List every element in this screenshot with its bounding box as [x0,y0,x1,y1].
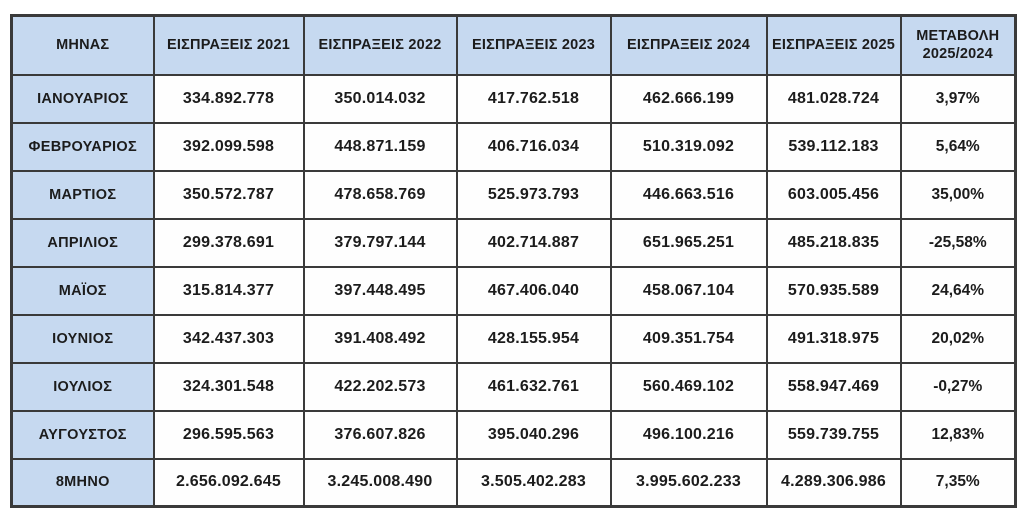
column-header-2025: ΕΙΣΠΡΑΞΕΙΣ 2025 [765,14,902,76]
value-cell: 2.656.092.645 [152,457,305,508]
value-cell: 350.014.032 [302,73,458,124]
value-cell: 462.666.199 [609,73,768,124]
value-cell: 510.319.092 [609,121,768,172]
value-cell: 525.973.793 [455,169,612,220]
value-cell: 3.995.602.233 [609,457,768,508]
column-header-2023: ΕΙΣΠΡΑΞΕΙΣ 2023 [455,14,612,76]
value-cell: 651.965.251 [609,217,768,268]
row-label: ΙΟΥΛΙΟΣ [10,361,155,412]
value-cell: 391.408.492 [302,313,458,364]
value-cell: 334.892.778 [152,73,305,124]
change-cell: 3,97% [899,73,1017,124]
value-cell: 560.469.102 [609,361,768,412]
collections-table: ΜΗΝΑΣ ΕΙΣΠΡΑΞΕΙΣ 2021 ΕΙΣΠΡΑΞΕΙΣ 2022 ΕΙ… [10,14,1017,508]
row-label: ΙΟΥΝΙΟΣ [10,313,155,364]
value-cell: 428.155.954 [455,313,612,364]
value-cell: 539.112.183 [765,121,902,172]
value-cell: 315.814.377 [152,265,305,316]
table-row: ΑΠΡΙΛΙΟΣ 299.378.691 379.797.144 402.714… [10,217,1017,268]
value-cell: 402.714.887 [455,217,612,268]
change-cell: 20,02% [899,313,1017,364]
table-row: ΙΟΥΛΙΟΣ 324.301.548 422.202.573 461.632.… [10,361,1017,412]
header-row: ΜΗΝΑΣ ΕΙΣΠΡΑΞΕΙΣ 2021 ΕΙΣΠΡΑΞΕΙΣ 2022 ΕΙ… [10,14,1017,76]
change-cell: 5,64% [899,121,1017,172]
table-row: ΦΕΒΡΟΥΑΡΙΟΣ 392.099.598 448.871.159 406.… [10,121,1017,172]
row-label: ΑΥΓΟΥΣΤΟΣ [10,409,155,460]
value-cell: 4.289.306.986 [765,457,902,508]
value-cell: 448.871.159 [302,121,458,172]
value-cell: 446.663.516 [609,169,768,220]
value-cell: 3.245.008.490 [302,457,458,508]
table-row: ΑΥΓΟΥΣΤΟΣ 296.595.563 376.607.826 395.04… [10,409,1017,460]
value-cell: 299.378.691 [152,217,305,268]
value-cell: 458.067.104 [609,265,768,316]
value-cell: 485.218.835 [765,217,902,268]
value-cell: 559.739.755 [765,409,902,460]
table-row: ΜΑΡΤΙΟΣ 350.572.787 478.658.769 525.973.… [10,169,1017,220]
column-header-2021: ΕΙΣΠΡΑΞΕΙΣ 2021 [152,14,305,76]
value-cell: 376.607.826 [302,409,458,460]
change-cell: 7,35% [899,457,1017,508]
table-row: ΜΑΪΟΣ 315.814.377 397.448.495 467.406.04… [10,265,1017,316]
change-cell: 35,00% [899,169,1017,220]
column-header-change: ΜΕΤΑΒΟΛΗ 2025/2024 [899,14,1017,76]
row-label-total: 8ΜΗΝΟ [10,457,155,508]
value-cell: 491.318.975 [765,313,902,364]
row-label: ΑΠΡΙΛΙΟΣ [10,217,155,268]
value-cell: 496.100.216 [609,409,768,460]
value-cell: 481.028.724 [765,73,902,124]
value-cell: 422.202.573 [302,361,458,412]
value-cell: 342.437.303 [152,313,305,364]
column-header-2022: ΕΙΣΠΡΑΞΕΙΣ 2022 [302,14,458,76]
change-cell: 24,64% [899,265,1017,316]
change-cell: -0,27% [899,361,1017,412]
value-cell: 406.716.034 [455,121,612,172]
value-cell: 603.005.456 [765,169,902,220]
row-label: ΙΑΝΟΥΑΡΙΟΣ [10,73,155,124]
value-cell: 296.595.563 [152,409,305,460]
value-cell: 324.301.548 [152,361,305,412]
value-cell: 379.797.144 [302,217,458,268]
change-cell: -25,58% [899,217,1017,268]
table-row: ΙΑΝΟΥΑΡΙΟΣ 334.892.778 350.014.032 417.7… [10,73,1017,124]
value-cell: 461.632.761 [455,361,612,412]
value-cell: 3.505.402.283 [455,457,612,508]
value-cell: 478.658.769 [302,169,458,220]
value-cell: 392.099.598 [152,121,305,172]
value-cell: 409.351.754 [609,313,768,364]
value-cell: 558.947.469 [765,361,902,412]
value-cell: 417.762.518 [455,73,612,124]
row-label: ΜΑΪΟΣ [10,265,155,316]
value-cell: 467.406.040 [455,265,612,316]
value-cell: 570.935.589 [765,265,902,316]
value-cell: 397.448.495 [302,265,458,316]
value-cell: 395.040.296 [455,409,612,460]
column-header-month: ΜΗΝΑΣ [10,14,155,76]
value-cell: 350.572.787 [152,169,305,220]
table-row: ΙΟΥΝΙΟΣ 342.437.303 391.408.492 428.155.… [10,313,1017,364]
change-cell: 12,83% [899,409,1017,460]
row-label: ΜΑΡΤΙΟΣ [10,169,155,220]
row-label: ΦΕΒΡΟΥΑΡΙΟΣ [10,121,155,172]
table-row-total: 8ΜΗΝΟ 2.656.092.645 3.245.008.490 3.505.… [10,457,1017,508]
column-header-2024: ΕΙΣΠΡΑΞΕΙΣ 2024 [609,14,768,76]
